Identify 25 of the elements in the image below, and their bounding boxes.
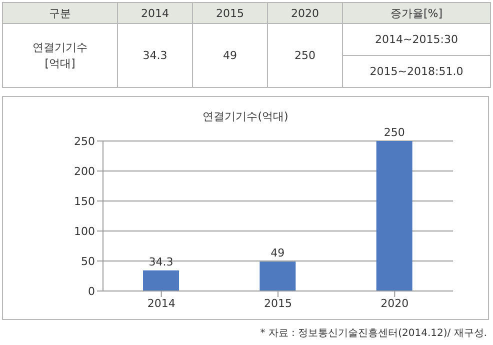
- data-label: 34.3: [148, 255, 174, 268]
- x-tick-label: 2015: [264, 296, 292, 310]
- x-tick-label: 2014: [147, 296, 176, 310]
- text: 34.3: [142, 49, 168, 62]
- y-tick-label: 250: [74, 134, 95, 148]
- text: 2015~2018:51.0: [342, 56, 490, 88]
- category-label: 2014: [141, 6, 169, 20]
- chart-title: 연결기기수(억대): [202, 109, 290, 124]
- y-tick-label: 0: [88, 284, 95, 298]
- data-label: 49: [270, 246, 285, 260]
- category-label: 2020: [291, 6, 319, 20]
- x-tick-label: 2020: [380, 296, 409, 310]
- text: 증가율[%]: [342, 2, 490, 24]
- text: 2014~2015:30: [342, 24, 490, 56]
- y-tick-label: 150: [74, 194, 95, 208]
- y-tick-label: 100: [74, 224, 95, 238]
- y-tick-label: 200: [74, 164, 95, 178]
- text: * 자료 : 정보통신기술진흥센터(2014.12)/ 재구성.: [260, 327, 487, 340]
- text: 구분: [2, 2, 118, 24]
- data-label: 250: [384, 126, 405, 139]
- y-tick-label: 50: [81, 254, 95, 268]
- category-label: 2015: [216, 6, 244, 20]
- text: 250: [294, 49, 316, 62]
- text: 연결기기수 [억대]: [2, 24, 118, 88]
- text: 49: [223, 49, 237, 62]
